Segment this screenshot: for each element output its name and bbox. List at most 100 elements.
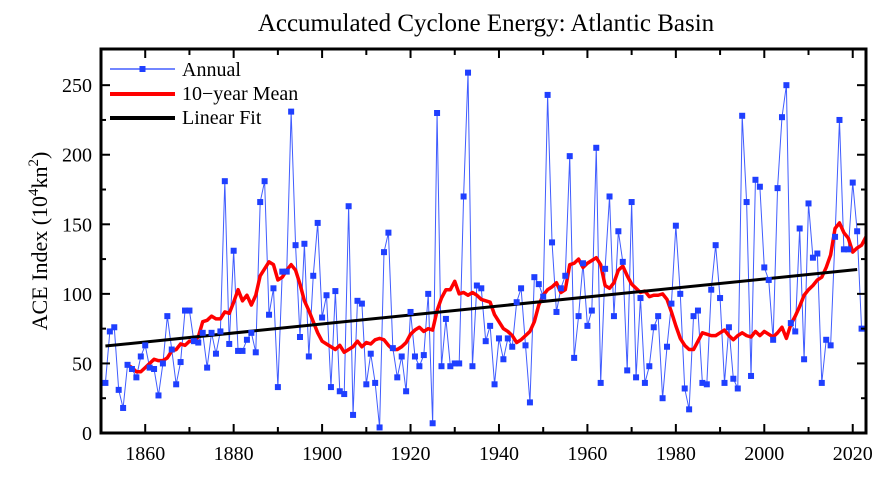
- annual-point: [182, 307, 189, 314]
- annual-point: [734, 385, 741, 392]
- annual-point: [650, 324, 657, 331]
- annual-point: [115, 386, 122, 393]
- annual-point: [336, 388, 343, 395]
- annual-point: [655, 313, 662, 320]
- annual-point: [615, 228, 622, 235]
- annual-point: [522, 342, 529, 349]
- annual-point: [106, 328, 113, 335]
- annual-point: [765, 276, 772, 283]
- annual-point: [557, 285, 564, 292]
- legend: Annual 10−year Mean Linear Fit: [110, 59, 298, 129]
- annual-point: [279, 268, 286, 275]
- legend-mean-label: 10−year Mean: [182, 83, 298, 105]
- annual-point: [381, 249, 388, 256]
- annual-point: [504, 335, 511, 342]
- annual-point: [372, 379, 379, 386]
- annual-point: [694, 307, 701, 314]
- annual-point: [832, 233, 839, 240]
- annual-point: [796, 225, 803, 232]
- annual-point: [398, 353, 405, 360]
- annual-point: [411, 353, 418, 360]
- y-tick-label: 50: [72, 353, 92, 375]
- annual-point: [460, 193, 467, 200]
- annual-point: [327, 384, 334, 391]
- plot-frame: [99, 47, 868, 435]
- annual-point: [190, 338, 197, 345]
- y-tick-label: 100: [62, 284, 92, 306]
- annual-point: [624, 367, 631, 374]
- x-tick-label: 1940: [479, 443, 519, 465]
- annual-point: [717, 295, 724, 302]
- annual-point: [544, 91, 551, 98]
- annual-point: [243, 336, 250, 343]
- annual-point: [535, 281, 542, 288]
- annual-point: [668, 300, 675, 307]
- annual-point: [252, 349, 259, 356]
- y-tick-label: 250: [62, 75, 92, 97]
- annual-point: [513, 299, 520, 306]
- annual-point: [633, 374, 640, 381]
- annual-point: [319, 314, 326, 321]
- annual-point: [730, 375, 737, 382]
- annual-point: [261, 178, 268, 185]
- annual-point: [659, 395, 666, 402]
- annual-point: [641, 379, 648, 386]
- annual-point: [314, 219, 321, 226]
- annual-point: [151, 366, 158, 372]
- y-axis-label: ACE Index (104kn2): [26, 152, 52, 331]
- annual-point: [310, 272, 317, 279]
- legend-fit-label: Linear Fit: [182, 107, 262, 129]
- annual-point: [133, 374, 140, 381]
- annual-point: [354, 297, 361, 304]
- linear-fit-line: [105, 268, 858, 348]
- annual-point: [473, 282, 480, 289]
- annual-point: [345, 203, 352, 210]
- annual-point: [128, 366, 135, 372]
- annual-point: [597, 379, 604, 386]
- annual-point: [120, 404, 127, 411]
- annual-point: [677, 290, 684, 297]
- annual-point: [681, 385, 688, 392]
- annual-point: [703, 381, 710, 388]
- annual-point: [774, 185, 781, 192]
- annual-point: [756, 183, 763, 190]
- annual-point: [332, 288, 339, 295]
- annual-point: [226, 340, 233, 347]
- annual-point: [619, 258, 626, 265]
- annual-point: [571, 354, 578, 361]
- annual-point: [323, 292, 330, 299]
- chart-title: Accumulated Cyclone Energy: Atlantic Bas…: [258, 10, 715, 37]
- annual-point: [212, 350, 219, 357]
- y-tick-label: 150: [62, 214, 92, 236]
- annual-point: [164, 313, 171, 320]
- annual-point: [447, 363, 454, 370]
- annual-point: [792, 328, 799, 335]
- x-tick-label: 2000: [744, 443, 784, 465]
- annual-point: [602, 265, 609, 272]
- annual-point: [712, 242, 719, 249]
- annual-point: [438, 363, 445, 370]
- annual-point: [566, 153, 573, 160]
- legend-annual-label: Annual: [182, 59, 241, 81]
- annual-point: [672, 222, 679, 229]
- annual-point: [739, 112, 746, 119]
- annual-point: [137, 353, 144, 360]
- annual-point: [429, 420, 436, 427]
- annual-point: [518, 285, 525, 292]
- annual-point: [818, 379, 825, 386]
- annual-point: [274, 384, 281, 391]
- annual-point: [425, 290, 432, 297]
- x-tick-label: 1960: [567, 443, 607, 465]
- annual-point: [102, 379, 109, 386]
- annual-point: [186, 307, 193, 314]
- x-tick-label: 1900: [302, 443, 342, 465]
- annual-point: [257, 199, 264, 206]
- x-tick-label: 2020: [833, 443, 873, 465]
- x-tick-label: 1920: [391, 443, 431, 465]
- annual-point: [540, 293, 547, 300]
- x-tick-label: 1980: [656, 443, 696, 465]
- annual-point: [549, 239, 556, 246]
- annual-point: [690, 313, 697, 320]
- annual-point: [787, 320, 794, 327]
- y-tick-label: 0: [82, 423, 92, 445]
